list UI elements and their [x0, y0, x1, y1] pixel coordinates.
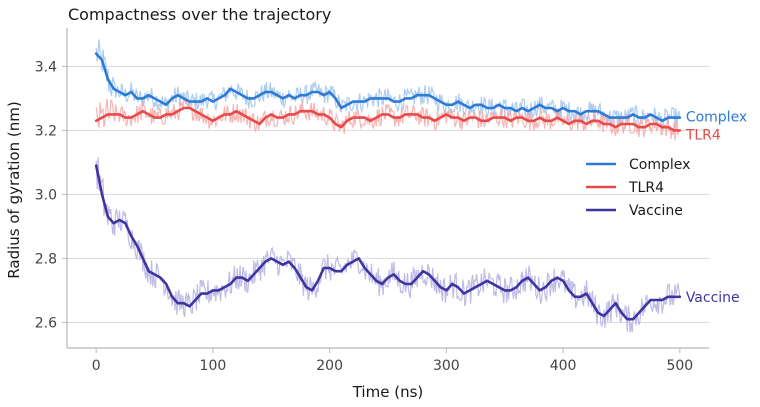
y-axis-label: Radius of gyration (nm) — [5, 101, 23, 278]
axes — [66, 28, 709, 349]
y-tick-label-3: 3.2 — [35, 123, 57, 139]
y-tick-label-1: 2.8 — [35, 251, 57, 267]
series-line-tlr4 — [94, 106, 682, 132]
end-label-vaccine: Vaccine — [686, 290, 740, 306]
series-line-complex — [94, 52, 682, 123]
chart-title: Compactness over the trajectory — [68, 5, 331, 24]
x-tick-label-5: 500 — [666, 358, 693, 374]
x-tick-label-2: 200 — [316, 358, 343, 374]
x-tick-label-3: 300 — [433, 358, 460, 374]
x-axis-ticks: 0 100 200 300 400 500 — [92, 348, 693, 374]
series-lines — [94, 52, 682, 321]
legend-label-complex: Complex — [629, 157, 690, 173]
x-tick-label-4: 400 — [550, 358, 577, 374]
legend-label-tlr4: TLR4 — [628, 180, 664, 196]
end-label-complex: Complex — [686, 110, 747, 126]
y-axis-ticks: 2.6 2.8 3.0 3.2 3.4 — [35, 59, 67, 331]
x-tick-label-1: 100 — [200, 358, 227, 374]
x-tick-label-0: 0 — [92, 358, 101, 374]
y-tick-label-4: 3.4 — [35, 59, 57, 75]
y-tick-label-0: 2.6 — [35, 315, 57, 331]
raw-trace-vaccine — [95, 156, 681, 333]
grid-lines — [67, 65, 709, 323]
y-tick-label-2: 3.0 — [35, 187, 57, 203]
legend: Complex TLR4 Vaccine — [586, 157, 690, 219]
x-axis-label: Time (ns) — [352, 383, 424, 401]
raw-trace-complex — [95, 39, 681, 131]
end-label-tlr4: TLR4 — [685, 127, 721, 143]
legend-label-vaccine: Vaccine — [629, 203, 683, 219]
series-line-vaccine — [94, 164, 682, 321]
